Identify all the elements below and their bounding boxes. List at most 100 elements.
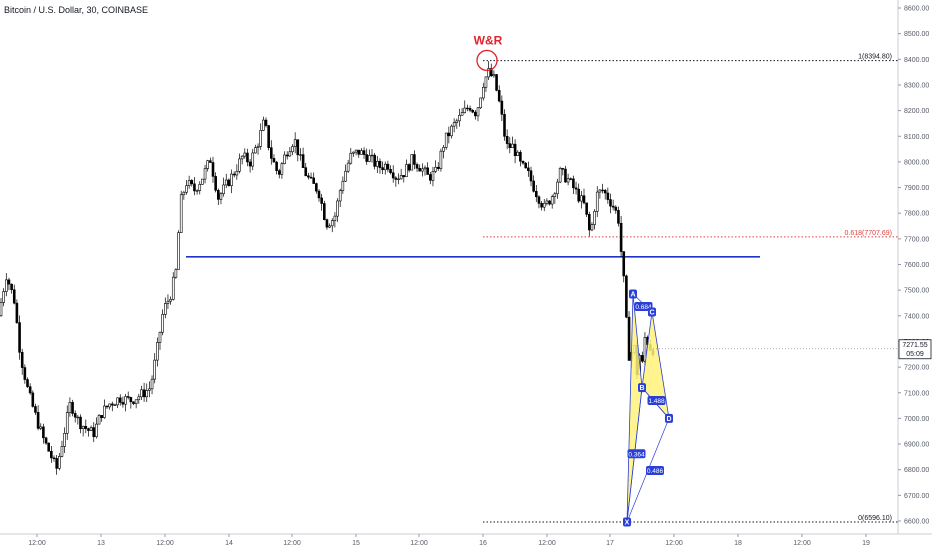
symbol-title: Bitcoin / U.S. Dollar, 30, COINBASE (4, 5, 149, 15)
candle-body (534, 190, 538, 198)
candle-body (301, 154, 305, 168)
x-tick-label: 12:00 (28, 540, 46, 547)
y-tick-label: 7400.00 (904, 313, 929, 320)
candle-body (182, 191, 186, 196)
candle-body (44, 437, 48, 444)
candle-body (269, 147, 273, 159)
candle-body (259, 130, 263, 147)
candle-body (65, 412, 69, 434)
fib-level-label: 1(8394.80) (858, 54, 892, 61)
candle-body (275, 161, 278, 171)
candle-body (463, 107, 467, 113)
candle-body (105, 405, 109, 408)
x-tick-label: 12:00 (283, 540, 301, 547)
time-axis[interactable]: 12:00 13 12:00 14 12:00 15 12:00 16 12:00 17 12:00… (0, 533, 932, 547)
candle-body (572, 178, 575, 189)
y-tick-label: 8500.00 (904, 31, 929, 38)
candle-body (519, 151, 522, 162)
pattern-point-label: D (666, 416, 671, 423)
candle-body (283, 154, 286, 164)
candle-body (18, 322, 21, 353)
candle-body (12, 289, 16, 304)
candle-body (206, 160, 209, 169)
candle-body (47, 442, 51, 452)
x-tick-label: 16 (479, 540, 487, 547)
candle-body (489, 68, 493, 77)
candle-body (230, 173, 233, 186)
candle-body (68, 402, 72, 413)
x-tick-label: 12:00 (410, 540, 428, 547)
candle-body (503, 114, 506, 137)
pattern-point-badge (665, 413, 673, 423)
candle-body (368, 155, 371, 162)
candle-body (272, 158, 276, 163)
last-price-badge (898, 339, 932, 360)
pattern-point-label: C (649, 309, 654, 316)
candle-body (240, 155, 244, 160)
candle-body (137, 396, 141, 401)
candle-body (415, 164, 419, 169)
y-tick-label: 7000.00 (904, 416, 929, 423)
candle-body (246, 152, 249, 163)
harmonic-pattern[interactable]: 0.684 1.488 0.364 0.486 X A B C D (623, 289, 673, 527)
candle-body (320, 197, 323, 204)
candle-body (344, 170, 347, 182)
candle-body (352, 151, 355, 154)
candle-body (256, 145, 260, 148)
y-tick-label: 7200.00 (904, 365, 929, 372)
candle-body (434, 166, 437, 172)
last-price-label: 7271.55 (902, 342, 927, 349)
candle-body (81, 425, 85, 430)
candle-body (140, 389, 143, 398)
candle-body (542, 202, 546, 208)
x-tick-label: 12:00 (665, 540, 683, 547)
candle-body (288, 151, 292, 157)
candle-body (399, 175, 403, 180)
candle-body (73, 413, 77, 418)
candle-body (71, 402, 74, 414)
candle-body (171, 276, 175, 300)
candle-body (336, 200, 339, 217)
pattern-ratio-badge (647, 396, 666, 406)
candle-body (34, 406, 37, 413)
candle-body (619, 223, 623, 252)
candle-body (153, 359, 156, 380)
pattern-ratio-badge (646, 465, 664, 475)
candle-body (195, 190, 199, 192)
candle-body (375, 160, 379, 167)
candle-body (31, 392, 35, 407)
candle-body (179, 194, 183, 233)
candle-body (267, 125, 270, 149)
x-tick-label: 12:00 (156, 540, 174, 547)
pattern-point-badge (648, 307, 656, 317)
candle-body (317, 190, 321, 199)
candle-body (291, 146, 294, 153)
candle-body (55, 458, 58, 469)
candle-body (0, 302, 3, 317)
candle-body (354, 149, 358, 153)
candle-body (296, 139, 300, 156)
candle-body (121, 402, 125, 405)
candle-body (148, 388, 151, 391)
x-tick-label: 12:00 (793, 540, 811, 547)
candle-body (52, 457, 56, 459)
candle-body (397, 178, 400, 181)
pattern-ratio-label: 0.364 (628, 451, 645, 458)
candle-body (442, 147, 445, 152)
candle-body (471, 109, 475, 113)
candle-body (484, 76, 488, 88)
candle-body (309, 176, 313, 179)
drawing-tools[interactable]: 1(8394.80) 0.618(7707.69) 0(6596.10) (186, 54, 898, 523)
candle-body (264, 119, 268, 126)
candle-body (481, 86, 485, 99)
candle-body (232, 173, 236, 176)
candle-body (452, 122, 456, 127)
y-tick-label: 7700.00 (904, 236, 929, 243)
candle-body (126, 396, 130, 398)
price-axis[interactable]: 6600.00 6700.00 6800.00 6900.00 7000.00 7100.… (653, 0, 932, 550)
x-tick-label: 19 (862, 540, 870, 547)
candle-body (383, 163, 387, 171)
candle-body (23, 367, 27, 380)
candle-body (193, 183, 196, 192)
